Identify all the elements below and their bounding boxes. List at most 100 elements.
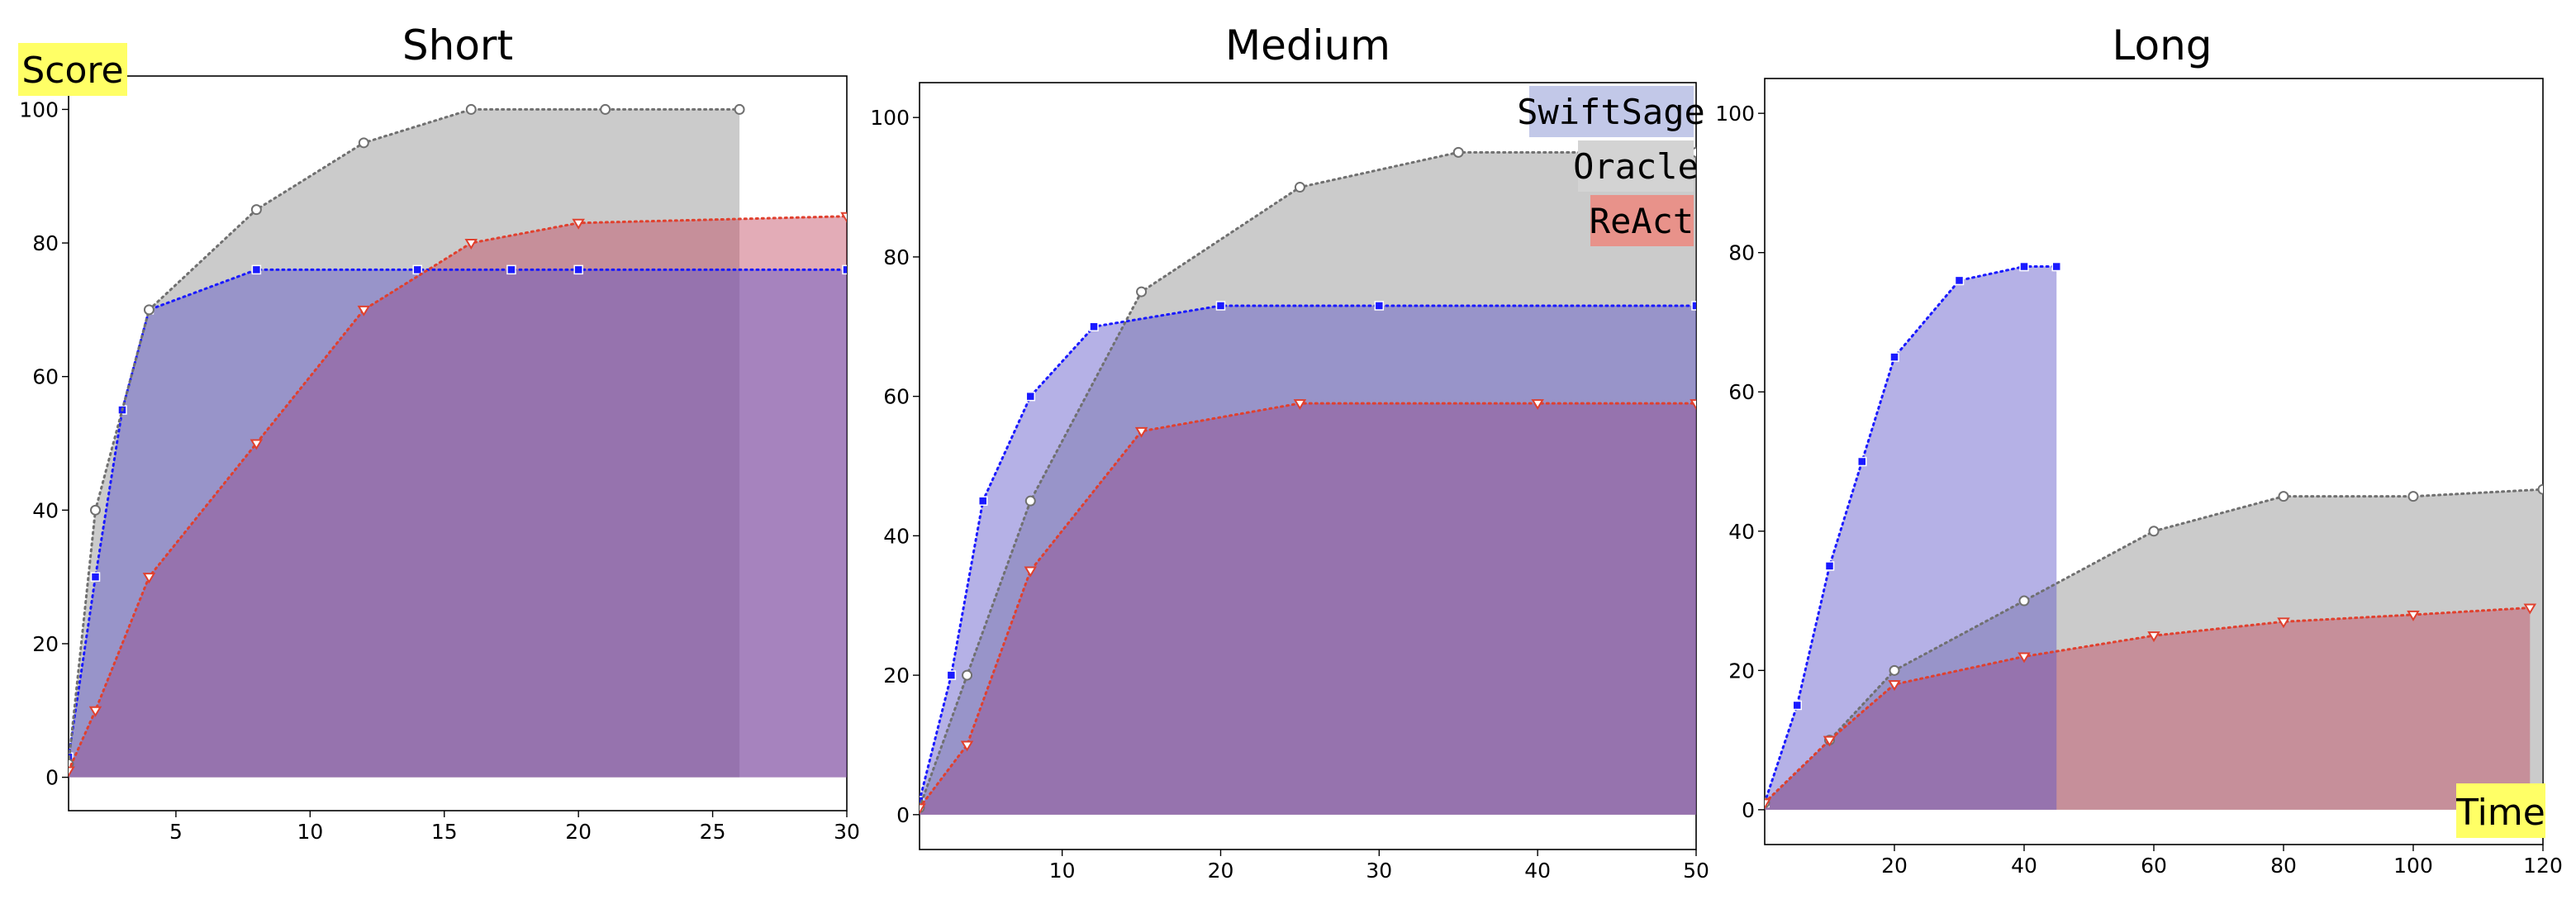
x-tick-label: 5 bbox=[169, 820, 183, 844]
area-react bbox=[69, 216, 847, 778]
y-tick-label: 20 bbox=[883, 664, 910, 688]
point-react bbox=[1531, 399, 1544, 411]
x-tick-label: 30 bbox=[834, 820, 860, 844]
x-tick-label: 20 bbox=[1208, 859, 1234, 883]
score-badge-bg bbox=[18, 43, 127, 96]
area-oracle bbox=[69, 109, 740, 778]
point-swiftsage bbox=[90, 572, 101, 582]
time-label: Time bbox=[2455, 792, 2545, 834]
point-oracle bbox=[2537, 483, 2543, 495]
point-swiftsage bbox=[1691, 301, 1696, 311]
point-react bbox=[1024, 566, 1038, 578]
point-react bbox=[142, 573, 156, 584]
x-tick-label: 50 bbox=[1683, 859, 1709, 883]
point-swiftsage bbox=[1089, 321, 1099, 332]
point-oracle bbox=[1294, 182, 1305, 193]
point-oracle bbox=[89, 504, 101, 516]
point-oracle bbox=[2407, 491, 2419, 502]
panel-title: Short bbox=[402, 21, 513, 69]
series-line-swiftsage bbox=[920, 304, 1696, 802]
y-tick-label: 80 bbox=[1728, 241, 1755, 265]
x-tick-label: 120 bbox=[2523, 854, 2563, 878]
point-react bbox=[840, 212, 847, 223]
point-swiftsage bbox=[2019, 261, 2029, 272]
legend-label-oracle: Oracle bbox=[1573, 146, 1699, 187]
point-oracle bbox=[465, 103, 477, 115]
point-swiftsage bbox=[251, 264, 262, 275]
point-swiftsage bbox=[506, 264, 516, 275]
legend-swatch-oracle bbox=[1578, 140, 1694, 192]
score-badge: Score bbox=[18, 43, 127, 96]
point-react bbox=[1293, 399, 1307, 411]
y-tick-label: 20 bbox=[1728, 659, 1755, 683]
y-tick-label: 60 bbox=[1728, 380, 1755, 404]
area-oracle bbox=[1765, 489, 2543, 810]
y-tick-label: 100 bbox=[19, 98, 59, 121]
point-swiftsage bbox=[1824, 561, 1835, 571]
point-react bbox=[1765, 798, 1771, 810]
point-react bbox=[572, 218, 585, 230]
x-tick-label: 10 bbox=[297, 820, 323, 844]
y-tick-label: 0 bbox=[45, 766, 59, 790]
panel-title: Long bbox=[2113, 21, 2212, 69]
series-line-oracle bbox=[1765, 488, 2543, 804]
x-tick-label: 60 bbox=[2141, 854, 2167, 878]
point-react bbox=[2407, 610, 2420, 621]
point-oracle bbox=[1452, 146, 1464, 158]
x-tick-label: 20 bbox=[565, 820, 592, 844]
legend-label-react: ReAct bbox=[1590, 201, 1694, 241]
point-oracle bbox=[358, 137, 369, 149]
point-react bbox=[2018, 652, 2031, 664]
x-tick-label: 20 bbox=[1881, 854, 1908, 878]
score-label: Score bbox=[21, 50, 123, 92]
series-line-react bbox=[69, 215, 847, 773]
area-react bbox=[920, 403, 1696, 815]
point-swiftsage bbox=[842, 264, 847, 275]
point-oracle bbox=[1024, 495, 1036, 507]
point-swiftsage bbox=[1792, 700, 1802, 711]
point-swiftsage bbox=[1215, 301, 1226, 311]
point-react bbox=[2277, 617, 2290, 629]
series-line-swiftsage bbox=[1765, 265, 2058, 804]
area-oracle bbox=[920, 152, 1696, 815]
y-tick-label: 80 bbox=[32, 231, 59, 255]
point-react bbox=[1888, 680, 1901, 692]
point-swiftsage bbox=[1889, 352, 1899, 362]
point-oracle bbox=[250, 204, 262, 216]
area-swiftsage bbox=[69, 269, 847, 778]
point-react bbox=[250, 439, 264, 450]
y-tick-label: 0 bbox=[896, 803, 910, 827]
point-swiftsage bbox=[1857, 456, 1867, 467]
x-tick-label: 100 bbox=[2393, 854, 2433, 878]
plot-frame bbox=[68, 75, 848, 811]
panel-title: Medium bbox=[1225, 21, 1390, 69]
area-swiftsage bbox=[920, 305, 1696, 815]
x-tick-label: 40 bbox=[2011, 854, 2037, 878]
x-tick-label: 10 bbox=[1049, 859, 1076, 883]
y-tick-label: 80 bbox=[883, 245, 910, 269]
y-tick-label: 100 bbox=[1715, 102, 1755, 126]
legend-item-react: ReAct bbox=[1590, 195, 1694, 246]
panel-long: Long 20 40 60 80 100 120 0 20 40 60 80 100 bbox=[1715, 21, 2563, 878]
point-swiftsage bbox=[69, 752, 74, 763]
point-react bbox=[2523, 603, 2537, 615]
y-tick-label: 40 bbox=[883, 524, 910, 548]
series-line-react bbox=[1765, 606, 2531, 804]
point-swiftsage bbox=[2051, 261, 2061, 272]
series-line-oracle bbox=[69, 107, 741, 765]
legend-swatch-swiftsage bbox=[1529, 86, 1694, 137]
point-oracle bbox=[143, 304, 154, 316]
point-oracle bbox=[1889, 664, 1900, 676]
legend-item-swiftsage: SwiftSage bbox=[1517, 86, 1705, 137]
point-react bbox=[88, 706, 102, 717]
legend-swatch-react bbox=[1590, 195, 1694, 246]
legend: SwiftSage Oracle ReAct bbox=[1517, 86, 1705, 246]
time-badge-bg bbox=[2456, 783, 2545, 838]
panel-short: Short 5 10 15 20 25 30 0 20 40 60 80 100 bbox=[19, 21, 860, 844]
point-react bbox=[357, 305, 371, 316]
point-oracle bbox=[962, 669, 973, 681]
y-tick-label: 60 bbox=[883, 385, 910, 409]
point-oracle bbox=[600, 103, 611, 115]
point-react bbox=[1134, 426, 1148, 438]
